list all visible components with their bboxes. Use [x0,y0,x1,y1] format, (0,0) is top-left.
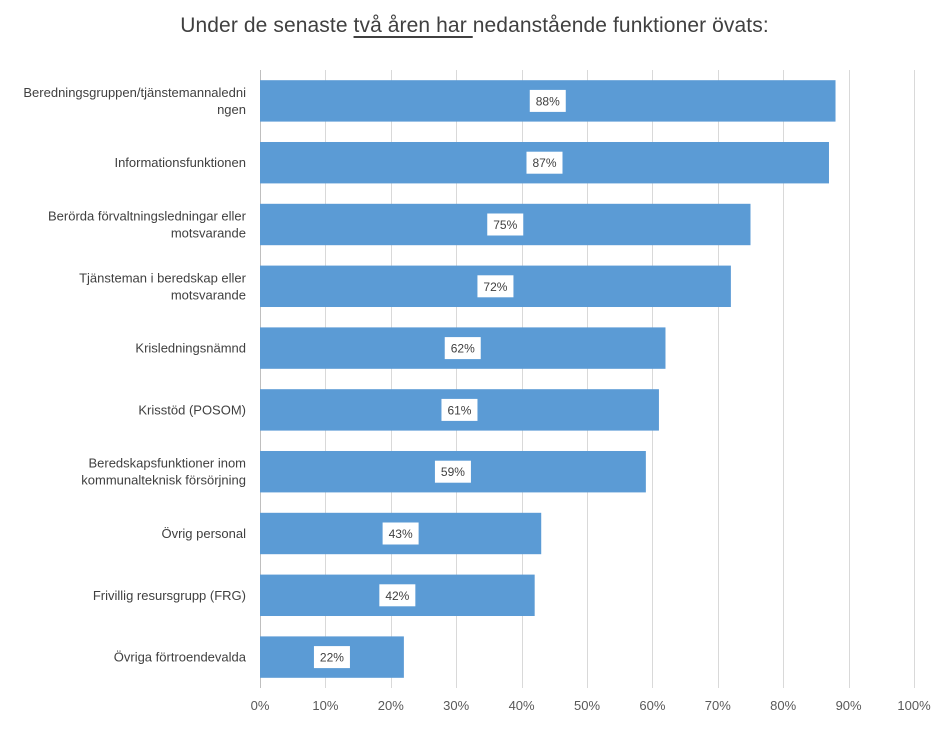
category-label: Informationsfunktionen [114,155,246,170]
data-label-text: 42% [385,589,409,603]
category-label-line: Informationsfunktionen [114,155,246,170]
x-tick-label: 50% [574,698,600,713]
data-label-text: 72% [483,280,507,294]
category-label-line: Krisledningsnämnd [135,341,246,356]
x-tick-label: 80% [770,698,796,713]
category-label: Beredningsgruppen/tjänstemannaledni ngen [23,85,246,117]
category-label-line: Frivillig resursgrupp (FRG) [93,588,246,603]
data-label-box [379,584,416,607]
x-tick-label: 20% [378,698,404,713]
category-label: Övriga förtroendevalda [114,650,247,665]
x-tick-label: 0% [251,698,270,713]
data-label-text: 75% [493,218,517,232]
category-label-line: motsvarande [171,226,246,241]
x-tick-label: 90% [836,698,862,713]
category-label: Berörda förvaltningsledningar eller motsv… [48,209,247,241]
data-label: 87% [526,151,563,174]
title-part-underlined: två åren har [353,14,473,37]
data-label-box [529,89,566,112]
data-label-text: 88% [536,94,560,108]
category-label-line: kommunalteknisk försörjning [81,473,246,488]
data-label: 43% [382,522,419,545]
category-label-line: Berörda förvaltningsledningar eller [48,209,247,224]
data-label: 88% [529,89,566,112]
data-label-box [313,646,350,669]
data-label-box [434,460,471,483]
data-label-box [441,398,478,421]
chart-title: Under de senaste två åren har nedanståen… [0,14,949,38]
data-label-text: 22% [320,651,344,665]
data-label-box [526,151,563,174]
data-label-text: 62% [451,342,475,356]
x-tick-label: 70% [705,698,731,713]
category-label: Krisledningsnämnd [135,341,246,356]
data-label-box [382,522,419,545]
category-label-line: Övriga förtroendevalda [114,650,247,665]
data-label-box [487,213,524,236]
data-label: 61% [441,398,478,421]
data-label-text: 43% [389,527,413,541]
data-label-text: 61% [447,403,471,417]
x-tick-label: 40% [509,698,535,713]
category-label: Frivillig resursgrupp (FRG) [93,588,246,603]
category-label-line: ngen [217,102,246,117]
category-label-line: motsvarande [171,287,246,302]
data-labels: 88% 87% 75% 72% 62% 61% 59% 43% 42% 22% [313,89,566,669]
x-tick-label: 30% [443,698,469,713]
x-tick-label: 100% [897,698,931,713]
category-label: Beredskapsfunktioner inom kommunalteknisk… [81,456,246,488]
data-label: 22% [313,646,350,669]
data-label-box [444,337,481,360]
category-labels: Beredningsgruppen/tjänstemannaledni ngen I… [23,85,246,665]
data-label: 59% [434,460,471,483]
category-label: Tjänsteman i beredskap eller motsvarande [79,270,247,302]
data-label: 42% [379,584,416,607]
data-label: 75% [487,213,524,236]
data-label: 72% [477,275,514,298]
data-label-box [477,275,514,298]
category-label-line: Tjänsteman i beredskap eller [79,270,247,285]
category-label-line: Övrig personal [161,526,246,541]
category-label-line: Beredskapsfunktioner inom [88,456,246,471]
category-label: Krisstöd (POSOM) [138,402,246,417]
x-axis-ticks: 0% 10% 20% 30% 40% 50% 60% 70% 80% 90% 100% [251,698,931,713]
data-label-text: 87% [532,156,556,170]
category-label-line: Beredningsgruppen/tjänstemannaledni [23,85,246,100]
category-label: Övrig personal [161,526,246,541]
data-label-text: 59% [441,465,465,479]
category-label-line: Krisstöd (POSOM) [138,402,246,417]
x-tick-label: 10% [312,698,338,713]
data-label: 62% [444,337,481,360]
title-part-2: nedanstående funktioner övats: [472,14,769,37]
title-part-1: Under de senaste [180,14,354,37]
x-tick-label: 60% [639,698,665,713]
